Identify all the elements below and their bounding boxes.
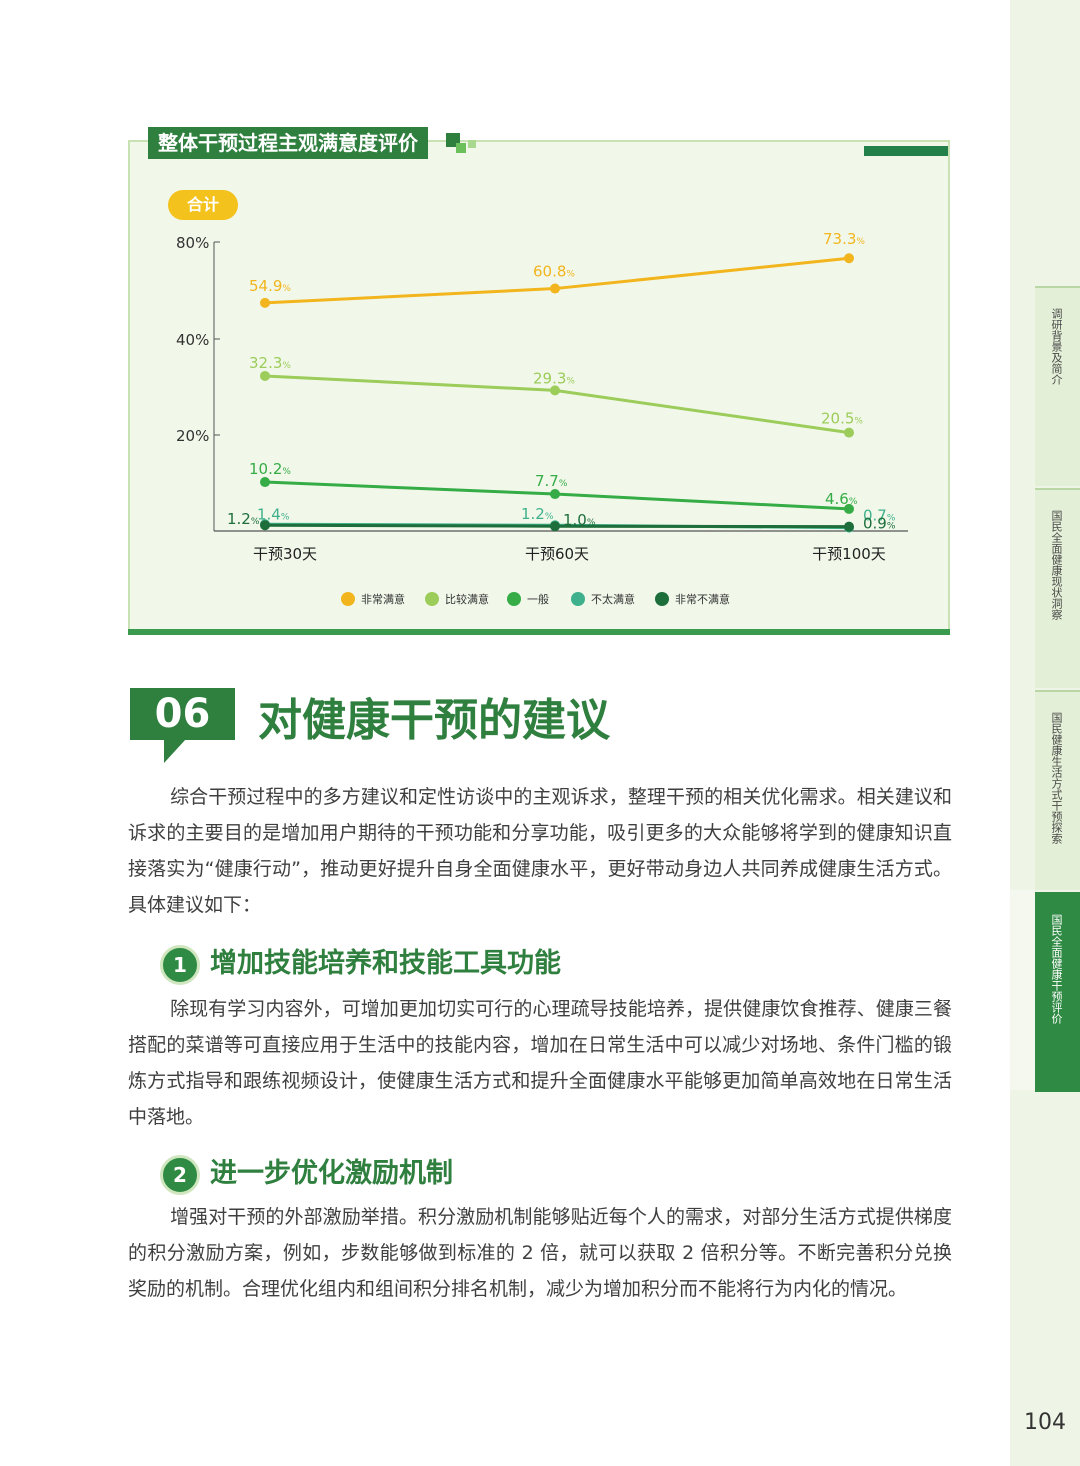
data-point bbox=[844, 503, 854, 514]
side-tab-3[interactable]: 国民健康生活方式干预探索 bbox=[1035, 690, 1080, 890]
data-label: 7.7% bbox=[535, 472, 568, 490]
section-number: 06 bbox=[130, 688, 235, 740]
item-1-number: 1 bbox=[160, 945, 200, 985]
data-label: 20.5% bbox=[821, 410, 863, 428]
x-tick-label-30: 干预30天 bbox=[253, 545, 317, 563]
legend-label: 不太满意 bbox=[591, 592, 635, 606]
data-point bbox=[550, 489, 560, 500]
chart-card bbox=[128, 140, 950, 635]
side-tab-2-label: 国民全面健康现状洞察 bbox=[1050, 510, 1063, 620]
intro-paragraph: 综合干预过程中的多方建议和定性访谈中的主观诉求，整理干预的相关优化需求。相关建议… bbox=[128, 779, 952, 923]
data-label: 1.4% bbox=[257, 505, 290, 523]
data-point bbox=[844, 427, 854, 438]
data-label: 4.6% bbox=[825, 490, 858, 508]
data-label-unit: % bbox=[849, 497, 858, 507]
page-number: 104 bbox=[1024, 1410, 1066, 1435]
data-point bbox=[260, 520, 270, 531]
x-tick-label-60: 干预60天 bbox=[525, 545, 589, 563]
section-title: 对健康干预的建议 bbox=[258, 695, 610, 746]
data-label-unit: % bbox=[566, 376, 575, 386]
side-tab-4[interactable]: 国民全面健康干预评价 bbox=[1035, 892, 1080, 1092]
y-tick-label-20: 20% bbox=[176, 427, 209, 445]
item-2-title: 进一步优化激励机制 bbox=[210, 1158, 453, 1189]
data-label: 54.9% bbox=[249, 277, 291, 295]
data-label-unit: % bbox=[282, 284, 291, 294]
legend-label: 比较满意 bbox=[445, 592, 489, 606]
data-label-unit: % bbox=[587, 518, 596, 528]
side-tab-4-label: 国民全面健康干预评价 bbox=[1050, 914, 1063, 1024]
data-point bbox=[844, 521, 854, 532]
data-label: 1.0% bbox=[563, 511, 596, 529]
data-point bbox=[550, 521, 560, 532]
item-2-text: 增强对干预的外部激励举措。积分激励机制能够贴近每个人的需求，对部分生活方式提供梯… bbox=[128, 1206, 952, 1300]
side-rail-strip bbox=[1010, 890, 1035, 1090]
data-label: 73.3% bbox=[823, 230, 865, 248]
side-tab-2[interactable]: 国民全面健康现状洞察 bbox=[1035, 488, 1080, 688]
x-tick-label-100: 干预100天 bbox=[812, 545, 886, 563]
tab-divider bbox=[1035, 690, 1080, 692]
legend: 非常满意 比较满意 一般 不太满意 非常不满意 bbox=[341, 592, 730, 606]
legend-swatch bbox=[655, 592, 669, 606]
data-label: 60.8% bbox=[533, 263, 575, 281]
tab-divider bbox=[1035, 488, 1080, 490]
item-1-text: 除现有学习内容外，可增加更加切实可行的心理疏导技能培养，提供健康饮食推荐、健康三… bbox=[128, 998, 952, 1128]
data-point bbox=[260, 370, 270, 381]
data-label: 29.3% bbox=[533, 369, 575, 387]
chart-card-base bbox=[128, 629, 950, 635]
y-tick-label-40: 40% bbox=[176, 331, 209, 349]
data-label-unit: % bbox=[282, 467, 291, 477]
data-point bbox=[260, 477, 270, 488]
chart-title: 整体干预过程主观满意度评价 bbox=[148, 127, 428, 159]
side-tab-1[interactable]: 调研背景及简介 bbox=[1035, 286, 1080, 486]
item-1-title: 增加技能培养和技能工具功能 bbox=[210, 948, 561, 979]
legend-swatch bbox=[425, 592, 439, 606]
total-badge: 合计 bbox=[168, 190, 238, 220]
data-point bbox=[550, 283, 560, 294]
legend-swatch bbox=[571, 592, 585, 606]
intro-text: 综合干预过程中的多方建议和定性访谈中的主观诉求，整理干预的相关优化需求。相关建议… bbox=[128, 786, 952, 916]
tab-divider bbox=[1035, 286, 1080, 288]
data-label-unit: % bbox=[559, 479, 568, 489]
deco-square bbox=[468, 140, 476, 148]
data-label-unit: % bbox=[887, 514, 896, 524]
data-label-unit: % bbox=[566, 270, 575, 280]
deco-square bbox=[456, 143, 466, 153]
item-2-number: 2 bbox=[160, 1155, 200, 1195]
data-point bbox=[550, 385, 560, 396]
data-label-unit: % bbox=[545, 512, 554, 522]
legend-label: 非常满意 bbox=[361, 592, 405, 606]
legend-label: 非常不满意 bbox=[675, 592, 730, 606]
series-layer: 54.9% 60.8% 73.3% 32.3% 29.3% 20.5% 10.2% 7.7% 4… bbox=[227, 230, 896, 532]
legend-swatch bbox=[341, 592, 355, 606]
data-label-unit: % bbox=[856, 237, 865, 247]
data-label-unit: % bbox=[251, 517, 260, 527]
chart-card-accent bbox=[864, 146, 948, 156]
data-label: 10.2% bbox=[249, 460, 291, 478]
item-1-paragraph: 除现有学习内容外，可增加更加切实可行的心理疏导技能培养，提供健康饮食推荐、健康三… bbox=[128, 991, 952, 1135]
data-point bbox=[844, 253, 854, 264]
data-point bbox=[260, 297, 270, 308]
line-chart: 80% 40% 20% 干预30天 干预60天 干预100天 54.9% 60.8… bbox=[176, 230, 908, 606]
legend-swatch bbox=[507, 592, 521, 606]
item-2-paragraph: 增强对干预的外部激励举措。积分激励机制能够贴近每个人的需求，对部分生活方式提供梯… bbox=[128, 1199, 952, 1307]
data-label-unit: % bbox=[854, 417, 863, 427]
data-label: 32.3% bbox=[249, 354, 291, 372]
data-label: 1.2% bbox=[227, 510, 260, 528]
data-label-unit: % bbox=[281, 512, 290, 522]
side-tab-3-label: 国民健康生活方式干预探索 bbox=[1050, 712, 1063, 844]
legend-label: 一般 bbox=[527, 593, 549, 606]
data-label: 1.2% bbox=[521, 505, 554, 523]
side-tab-1-label: 调研背景及简介 bbox=[1050, 308, 1063, 385]
y-tick-label-80: 80% bbox=[176, 234, 209, 252]
data-label-unit: % bbox=[282, 361, 291, 371]
data-label-unit: % bbox=[887, 522, 896, 532]
section-number-tail bbox=[164, 739, 186, 763]
